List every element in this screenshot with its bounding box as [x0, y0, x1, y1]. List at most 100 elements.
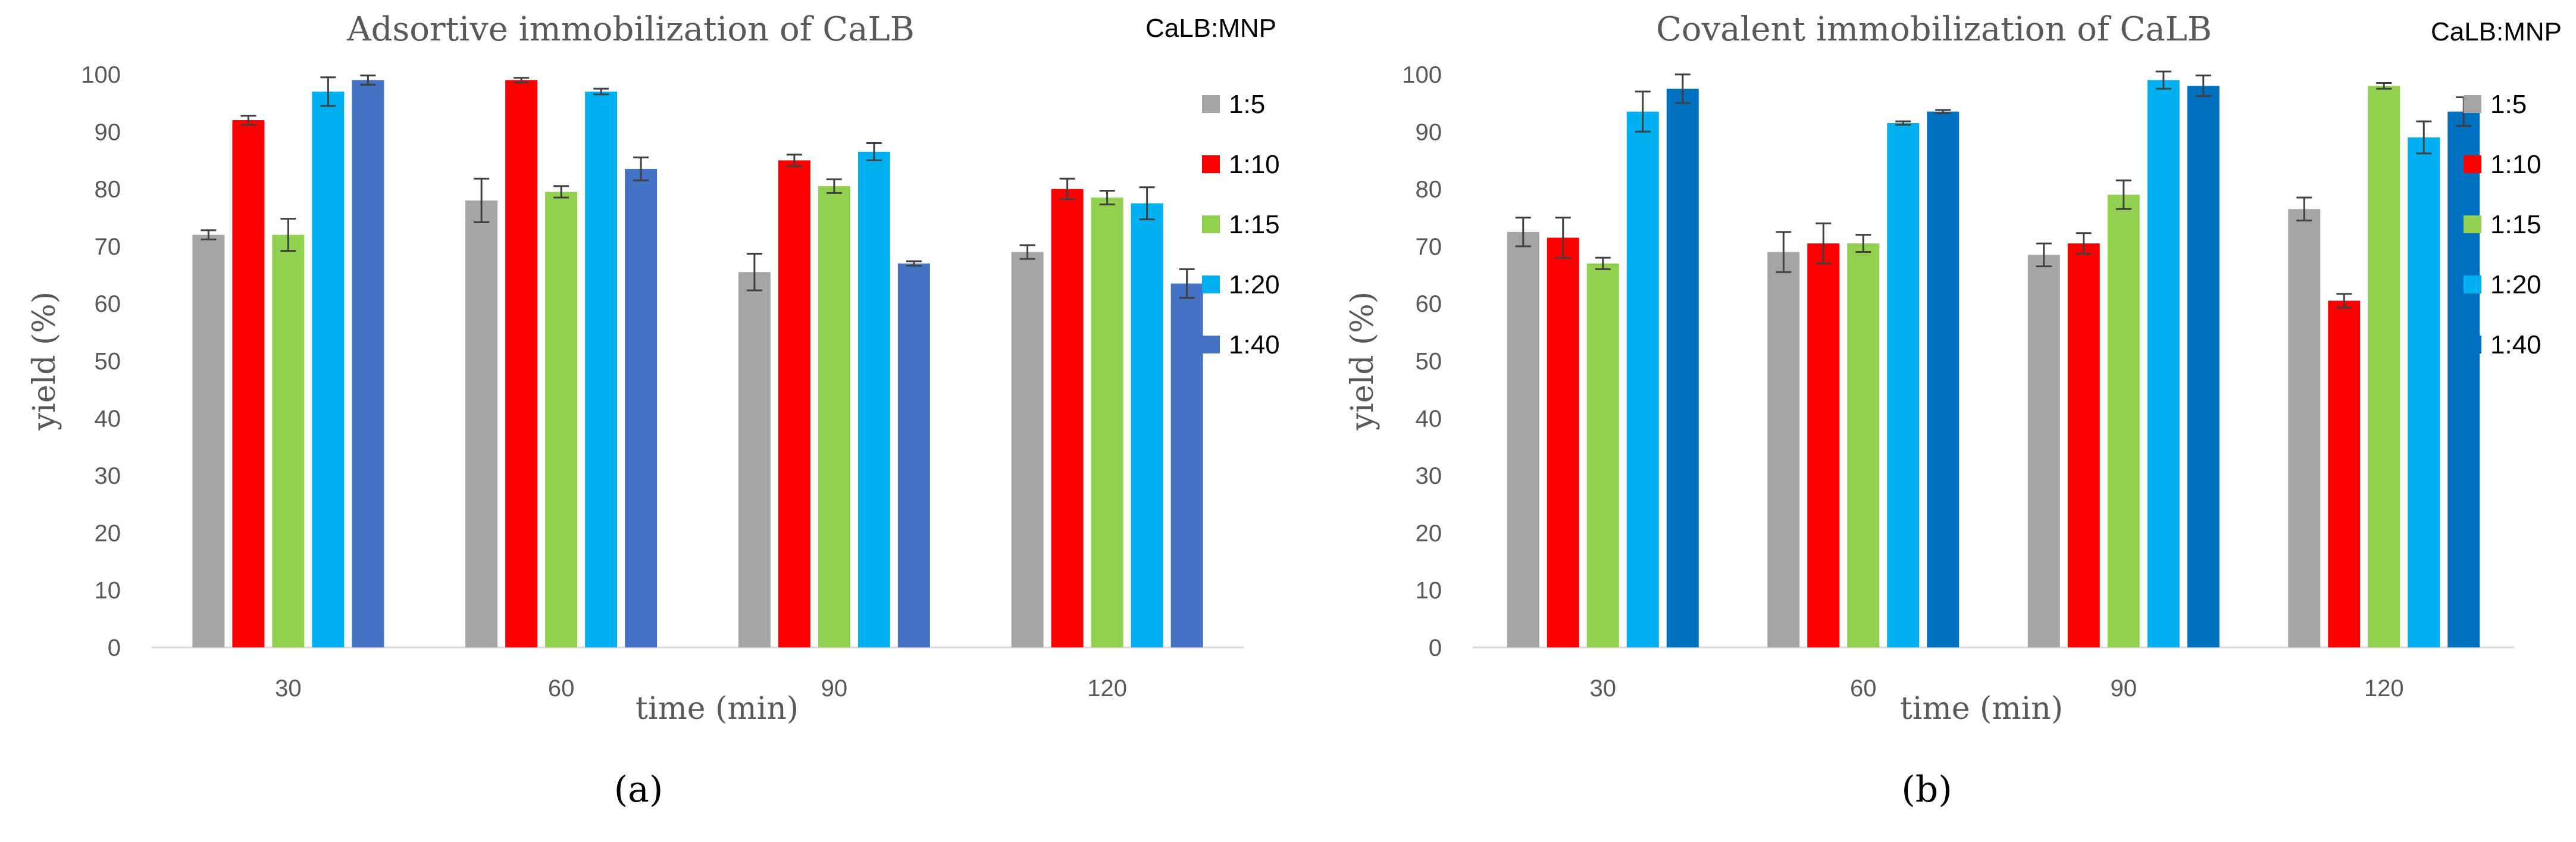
y-tick-label: 90 [1416, 119, 1442, 145]
y-tick-label: 10 [1416, 578, 1442, 604]
bar [232, 120, 265, 648]
bar [465, 200, 498, 647]
legend-label: 1:10 [1229, 150, 1280, 179]
bar [1170, 283, 1203, 647]
y-tick-label: 50 [1416, 349, 1442, 375]
chart-title: Adsortive immobilization of CaLB [346, 10, 915, 49]
x-tick-label: 90 [2111, 675, 2137, 702]
panel-label: (b) [1901, 769, 1952, 810]
bar [1927, 111, 1960, 648]
y-tick-label: 40 [95, 406, 121, 432]
x-tick-label: 60 [1850, 675, 1877, 702]
chart-panel-b: Covalent immobilization of CaLB 0 10 20 30 40… [1345, 10, 2562, 810]
bar [1767, 252, 1800, 647]
bar [1547, 237, 1579, 648]
legend-label: 1:20 [2490, 270, 2541, 299]
x-tick-label: 30 [275, 675, 302, 702]
x-tick-label: 120 [2364, 675, 2404, 702]
y-tick-label: 70 [1416, 234, 1442, 260]
bar [2147, 80, 2180, 647]
y-tick-label: 30 [95, 463, 121, 489]
y-tick-label: 60 [95, 291, 121, 317]
y-axis-label: yield (%) [27, 292, 62, 431]
legend-label: 1:5 [1229, 90, 1265, 119]
legend-swatch [2464, 276, 2481, 293]
bar [2368, 86, 2400, 647]
x-tick-label: 30 [1590, 675, 1617, 702]
panel-label-close: ) [649, 769, 663, 810]
bar [2328, 301, 2361, 647]
bar [2288, 209, 2321, 647]
legend-swatch [2464, 155, 2481, 173]
y-tick-label: 20 [95, 520, 121, 546]
y-tick-label: 90 [95, 119, 121, 145]
legend-swatch [1202, 215, 1220, 233]
bar [897, 263, 930, 647]
bar [585, 91, 618, 647]
bar [1507, 231, 1539, 647]
legend-title: CaLB:MNP [1145, 14, 1276, 43]
bar [545, 192, 578, 647]
x-tick-label: 120 [1087, 675, 1127, 702]
legend-swatch [1202, 336, 1220, 353]
bar [1847, 243, 1880, 648]
bar [1666, 89, 1699, 647]
bar [625, 168, 658, 647]
bar [192, 234, 225, 647]
chart-title: Covalent immobilization of CaLB [1656, 10, 2212, 49]
y-tick-label: 10 [95, 578, 121, 604]
panel-label: (a) [614, 769, 663, 810]
chart-panel-a: Adsortive immobilization of CaLB 0 10 20 30 4… [27, 10, 1280, 810]
bar [272, 234, 305, 647]
bar [818, 186, 850, 647]
bar [1626, 111, 1659, 648]
legend-label: 1:5 [2490, 90, 2527, 119]
bar [2187, 86, 2220, 647]
bar [2107, 195, 2140, 648]
bar [2067, 243, 2100, 648]
y-tick-label: 100 [81, 62, 121, 88]
y-axis-label: yield (%) [1345, 292, 1381, 431]
x-tick-label: 90 [821, 675, 848, 702]
bar [1131, 203, 1163, 647]
legend-swatch [1202, 155, 1220, 173]
bar [352, 80, 384, 647]
y-tick-label: 50 [95, 349, 121, 375]
bar [1807, 243, 1840, 648]
panel-label-close: ) [1938, 769, 1952, 810]
y-tick-label: 0 [108, 635, 121, 661]
panel-label-letter: b [1915, 769, 1938, 810]
y-tick-label: 40 [1416, 406, 1442, 432]
legend-label: 1:40 [1229, 330, 1280, 359]
legend-swatch [1202, 95, 1220, 113]
bar [2447, 111, 2480, 648]
legend-label: 1:40 [2490, 330, 2541, 359]
legend-swatch [1202, 276, 1220, 293]
bar [738, 272, 771, 647]
legend-label: 1:20 [1229, 270, 1280, 299]
panel-label-letter: a [628, 769, 649, 810]
y-tick-label: 60 [1416, 291, 1442, 317]
bar [312, 91, 345, 647]
legend-swatch [2464, 215, 2481, 233]
bar [2027, 255, 2060, 648]
y-tick-label: 20 [1416, 520, 1442, 546]
y-tick-label: 80 [1416, 177, 1442, 203]
bar [1887, 123, 1920, 648]
bar [2408, 137, 2440, 647]
x-tick-label: 60 [548, 675, 575, 702]
bar [1586, 263, 1619, 647]
bar [857, 152, 890, 647]
bar [1051, 189, 1084, 648]
y-tick-label: 70 [95, 234, 121, 260]
y-tick-label: 80 [95, 177, 121, 203]
x-axis-label: time (min) [636, 691, 799, 727]
legend-swatch [2464, 336, 2481, 353]
legend-label: 1:15 [2490, 210, 2541, 239]
bar [1011, 252, 1044, 647]
panel-label-open: ( [614, 769, 628, 810]
y-tick-label: 0 [1429, 635, 1442, 661]
y-tick-label: 30 [1416, 463, 1442, 489]
x-axis-label: time (min) [1900, 691, 2063, 727]
